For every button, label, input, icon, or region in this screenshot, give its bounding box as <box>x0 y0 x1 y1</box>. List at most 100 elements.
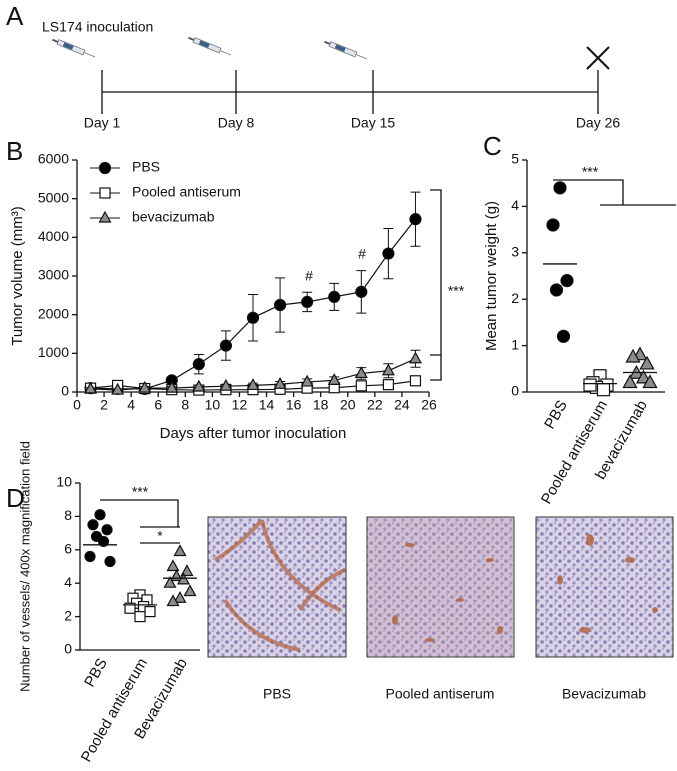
y-tick-label: 0 <box>511 383 519 399</box>
data-point <box>219 339 233 352</box>
data-point <box>144 605 156 618</box>
syringe-icon <box>322 38 370 63</box>
y-tick-label: 3000 <box>38 267 69 283</box>
y-tick-label: 6 <box>64 541 72 557</box>
x-tick-label: 26 <box>421 397 437 413</box>
y-tick-label: 0 <box>64 641 72 657</box>
data-point <box>355 380 367 392</box>
data-point <box>246 378 260 391</box>
data-point <box>273 377 287 389</box>
significance-bracket <box>100 499 180 544</box>
legend-label: bevacizumab <box>132 209 215 225</box>
image-caption: PBS <box>263 686 291 702</box>
data-point <box>173 544 187 557</box>
y-tick-label: 2000 <box>38 305 69 321</box>
x-tick-label: PBS <box>81 655 111 689</box>
y-tick-label: 8 <box>64 507 72 523</box>
syringe-icon <box>186 34 234 59</box>
data-point <box>355 285 368 298</box>
data-point <box>639 355 655 370</box>
micrograph <box>366 516 515 658</box>
data-point <box>166 594 180 607</box>
significance-bracket <box>430 189 442 381</box>
data-point <box>408 351 422 364</box>
y-tick-label: 4 <box>64 574 72 590</box>
legend-marker <box>99 187 111 199</box>
x-tick-label: 4 <box>127 397 135 413</box>
timeline-day: Day 1 <box>84 115 121 131</box>
data-point <box>183 584 197 597</box>
data-point <box>176 572 191 585</box>
annotation: *** <box>582 164 599 180</box>
x-tick-label: 0 <box>73 397 81 413</box>
y-tick-label: 6000 <box>38 151 69 167</box>
timeline-day: Day 15 <box>351 115 396 131</box>
x-tick-label: PBS <box>541 397 571 431</box>
legend-marker <box>98 210 112 223</box>
axes <box>76 160 429 393</box>
data-point <box>104 555 116 568</box>
data-point <box>382 379 394 391</box>
data-point <box>192 379 206 392</box>
y-axis-label: Tumor volume (mm³) <box>9 206 26 345</box>
significance-bracket <box>553 179 676 206</box>
data-point <box>381 363 395 376</box>
data-point <box>549 283 564 297</box>
x-tick-label: 8 <box>181 397 189 413</box>
y-tick-label: 0 <box>61 383 69 399</box>
data-point <box>596 383 611 397</box>
legend-marker <box>98 161 112 175</box>
x-tick-label: 24 <box>394 397 410 413</box>
x-tick-label: 12 <box>232 397 248 413</box>
data-point <box>165 380 179 393</box>
y-tick-label: 1 <box>511 336 519 352</box>
data-point <box>138 380 152 393</box>
data-point <box>409 213 422 226</box>
data-point <box>301 295 314 309</box>
timeline-day: Day 26 <box>576 115 621 131</box>
y-tick-label: 2 <box>511 290 519 306</box>
data-point <box>180 564 194 577</box>
annotation: * <box>157 528 163 544</box>
data-point <box>111 382 125 395</box>
annotation: *** <box>132 484 149 500</box>
image-caption: Bevacizumab <box>562 686 646 702</box>
x-tick-label: 20 <box>340 397 356 413</box>
timeline-ticks <box>101 70 599 114</box>
x-tick-label: 14 <box>259 397 275 413</box>
y-tick-label: 10 <box>56 474 72 490</box>
data-point <box>635 369 652 384</box>
data-point <box>246 311 260 324</box>
y-tick-label: 5000 <box>38 189 69 205</box>
data-point <box>84 381 98 394</box>
data-point <box>166 559 180 572</box>
data-point <box>327 373 341 385</box>
data-point <box>546 218 560 232</box>
data-point <box>163 575 177 588</box>
data-point <box>84 550 96 563</box>
x-tick-label: 10 <box>205 397 221 413</box>
x-tick-label: 2 <box>100 397 108 413</box>
data-point <box>328 290 341 303</box>
timeline-event: LS174 inoculation <box>42 19 153 35</box>
legend-label: PBS <box>132 159 160 175</box>
data-point <box>553 181 567 195</box>
axes <box>79 483 200 651</box>
panel-label: D <box>6 483 25 513</box>
micrograph <box>207 516 347 658</box>
image-caption: Pooled antiserum <box>386 686 495 702</box>
end-mark <box>586 46 610 70</box>
legend-label: Pooled antiserum <box>132 184 241 200</box>
y-tick-label: 4 <box>511 197 519 213</box>
annotation: # <box>358 246 366 262</box>
panel-label: C <box>483 131 502 161</box>
data-point <box>173 590 187 603</box>
annotation: # <box>305 268 313 284</box>
timeline-day: Day 8 <box>218 115 255 131</box>
data-point <box>101 524 113 536</box>
data-point <box>300 374 314 387</box>
y-axis-label: Number of vessels/ 400x magnification fi… <box>17 441 32 692</box>
syringe-icon <box>50 36 98 61</box>
data-point <box>134 610 146 623</box>
